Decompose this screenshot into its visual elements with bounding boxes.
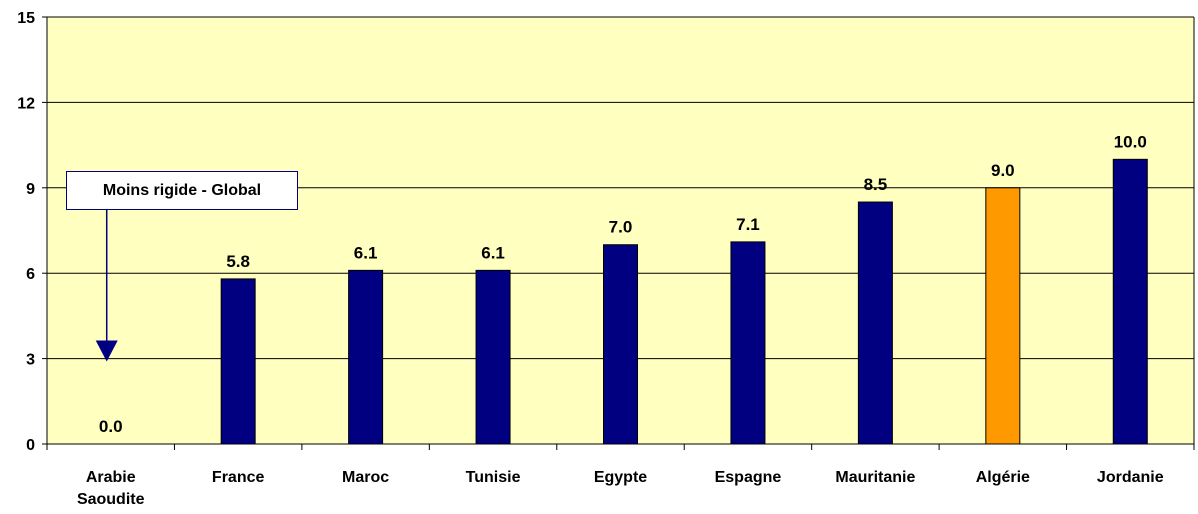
y-axis-ticks: 0 3 6 9 12 15 (17, 10, 47, 454)
y-tick-label: 0 (26, 437, 35, 454)
annotation-text: Moins rigide - Global (102, 181, 262, 199)
data-label: 7.0 (609, 218, 633, 237)
bar (857, 201, 893, 445)
bar (475, 269, 511, 445)
bar (220, 278, 256, 445)
y-tick-label: 12 (17, 95, 35, 112)
data-label: 6.1 (354, 243, 378, 262)
x-category-label: Tunisie (466, 469, 521, 486)
y-tick-label: 15 (17, 10, 35, 27)
y-tick-label: 9 (26, 181, 35, 198)
data-label: 7.1 (736, 215, 760, 234)
data-labels: 0.0 5.8 6.1 6.1 7.0 7.1 8.5 9.0 10.0 (99, 132, 1147, 436)
x-category-label: Egypte (594, 469, 647, 486)
x-category-label: Maroc (342, 469, 389, 486)
y-tick-label: 6 (26, 266, 35, 283)
axes (46, 16, 1195, 450)
annotation-box: Moins rigide - Global (66, 171, 298, 210)
x-category-label: France (212, 469, 265, 486)
x-category-label: Mauritanie (835, 469, 915, 486)
data-label: 0.0 (99, 417, 123, 436)
data-label: 9.0 (991, 161, 1015, 180)
data-label: 6.1 (481, 243, 505, 262)
data-label: 10.0 (1114, 132, 1147, 151)
data-label: 8.5 (864, 175, 888, 194)
x-axis-labels: Arabie Saoudite France Maroc Tunisie Egypte Es… (77, 469, 1164, 508)
x-category-label: Jordanie (1097, 469, 1164, 486)
bar (1112, 158, 1148, 445)
x-category-label: Algérie (976, 469, 1030, 486)
bar (730, 241, 766, 445)
bar (348, 269, 384, 445)
annotation-arrow (95, 210, 118, 362)
x-category-label: Arabie Saoudite (77, 469, 145, 508)
bars (220, 158, 1148, 445)
data-label: 5.8 (226, 252, 250, 271)
y-tick-label: 3 (26, 352, 35, 369)
annotation-arrow-head (95, 340, 118, 362)
bar (985, 187, 1021, 445)
x-category-label: Espagne (715, 469, 782, 486)
bar (603, 244, 638, 445)
